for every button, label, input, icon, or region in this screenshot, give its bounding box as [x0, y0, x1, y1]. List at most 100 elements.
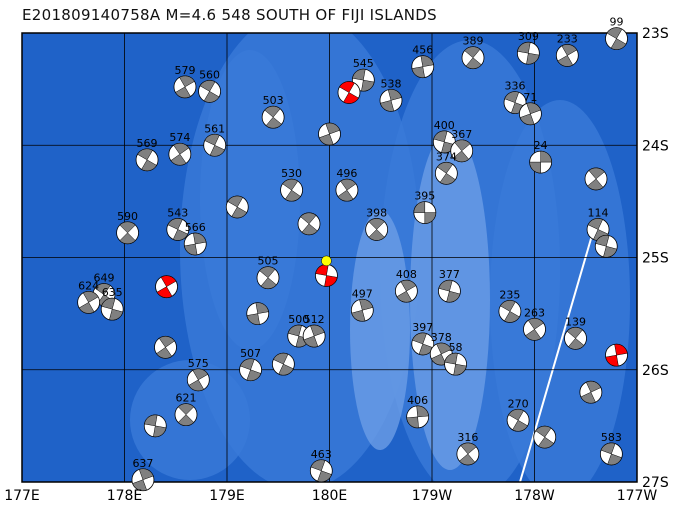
lat-tick-label: 26S — [642, 363, 669, 379]
depth-label: 569 — [137, 137, 158, 150]
focal-mechanism[interactable]: 24 — [529, 139, 553, 174]
lon-tick-label: 179E — [209, 488, 245, 504]
map-title: E201809140758A M=4.6 548 SOUTH OF FIJI I… — [22, 6, 437, 24]
focal-mechanism[interactable]: 139 — [564, 315, 587, 350]
depth-label: 71 — [523, 91, 537, 104]
focal-mechanism[interactable] — [533, 425, 557, 449]
highlighted-focal-mechanism[interactable] — [337, 81, 361, 104]
depth-label: 378 — [431, 331, 452, 344]
focal-mechanism[interactable]: 378 — [429, 331, 453, 366]
depth-label: 367 — [451, 128, 472, 141]
focal-mechanism[interactable] — [225, 195, 249, 219]
lat-tick-label: 23S — [642, 26, 669, 42]
focal-mechanism[interactable]: 505 — [256, 255, 280, 290]
focal-mechanism[interactable]: 574 — [168, 131, 192, 166]
focal-mechanism[interactable]: 114 — [586, 206, 610, 241]
focal-mechanism[interactable]: 400 — [432, 119, 456, 154]
focal-mechanism[interactable]: 463 — [309, 448, 333, 483]
axis-labels: 177E 178E 179E 180E 179W 178W 177W 23S 24S 25S 26S… — [4, 26, 669, 504]
highlighted-focal-mechanism[interactable] — [605, 343, 628, 367]
depth-label: 575 — [188, 357, 209, 370]
lon-tick-label: 177E — [4, 488, 40, 504]
depth-label: 590 — [117, 210, 138, 223]
focal-mechanism[interactable] — [318, 122, 341, 146]
focal-mechanism[interactable]: 395 — [413, 190, 437, 225]
focal-mechanism[interactable] — [584, 167, 608, 191]
depth-label: 566 — [185, 221, 206, 234]
focal-mechanism[interactable]: 624 — [77, 279, 101, 314]
focal-mechanism[interactable]: 235 — [498, 288, 522, 323]
focal-mechanism[interactable]: 635 — [100, 286, 124, 321]
focal-mechanism[interactable]: 579 — [173, 64, 197, 99]
focal-mechanism[interactable]: 377 — [438, 268, 461, 303]
focal-mechanism[interactable]: 530 — [280, 167, 303, 202]
focal-mechanism[interactable]: 233 — [555, 32, 579, 67]
focal-mechanism[interactable] — [246, 302, 270, 326]
focal-mechanism[interactable]: 398 — [365, 206, 389, 241]
focal-mechanism[interactable]: 543 — [166, 206, 190, 241]
depth-label: 114 — [588, 206, 609, 219]
focal-mechanism[interactable]: 538 — [379, 77, 403, 112]
focal-mechanism[interactable]: 270 — [506, 397, 530, 432]
depth-label: 530 — [281, 167, 302, 180]
lon-tick-label: 178W — [514, 488, 555, 504]
focal-mechanism[interactable]: 569 — [135, 137, 159, 172]
focal-mechanism[interactable]: 545 — [351, 57, 375, 92]
depth-label: 560 — [199, 68, 220, 81]
depth-label: 463 — [311, 448, 332, 461]
depth-label: 263 — [524, 306, 545, 319]
focal-mechanism[interactable]: 408 — [394, 268, 418, 303]
depth-label: 398 — [366, 206, 387, 219]
focal-mechanism[interactable]: 374 — [434, 150, 458, 185]
focal-mechanism[interactable]: 560 — [198, 68, 221, 103]
focal-mechanism[interactable]: 397 — [411, 321, 435, 356]
focal-mechanism[interactable]: 497 — [350, 287, 374, 322]
focal-mechanism[interactable] — [271, 352, 295, 376]
focal-mechanism[interactable]: 263 — [523, 306, 546, 341]
focal-mechanism[interactable]: 503 — [261, 94, 285, 129]
depth-label: 374 — [436, 150, 457, 163]
focal-mechanism[interactable]: 58 — [444, 341, 467, 376]
focal-mechanism[interactable]: 621 — [174, 392, 198, 427]
focal-mechanism[interactable]: 561 — [203, 122, 227, 157]
depth-label: 512 — [304, 313, 325, 326]
focal-mechanism[interactable]: 575 — [186, 357, 210, 392]
depth-label: 624 — [78, 279, 99, 292]
focal-mechanism[interactable]: 507 — [239, 347, 262, 382]
focal-mechanism[interactable]: 496 — [335, 167, 359, 202]
depth-label: 389 — [463, 35, 484, 48]
highlighted-focal-mechanism[interactable] — [155, 275, 178, 299]
focal-mechanism[interactable]: 590 — [116, 210, 139, 245]
lat-tick-label: 27S — [642, 475, 669, 491]
depth-label: 505 — [258, 255, 279, 268]
focal-mechanism[interactable]: 71 — [519, 91, 542, 126]
depth-label: 583 — [601, 431, 622, 444]
focal-mechanism[interactable]: 367 — [450, 128, 474, 163]
focal-mechanism[interactable]: 566 — [183, 221, 207, 256]
focal-mechanism[interactable] — [594, 234, 618, 258]
depth-label: 316 — [457, 431, 478, 444]
highlighted-focal-mechanism[interactable] — [315, 264, 338, 287]
focal-mechanism[interactable] — [297, 212, 321, 236]
focal-mechanism[interactable]: 99 — [605, 16, 628, 51]
depth-label: 561 — [204, 122, 225, 135]
focal-mechanism[interactable]: 336 — [503, 80, 527, 114]
focal-mechanism[interactable] — [143, 414, 167, 438]
focal-mechanism[interactable] — [154, 335, 177, 359]
depth-label: 270 — [508, 397, 529, 410]
trench-line — [519, 224, 596, 482]
focal-mechanism[interactable]: 583 — [599, 431, 623, 466]
focal-mechanism[interactable] — [579, 380, 603, 404]
depth-label: 496 — [336, 167, 357, 180]
focal-mechanism[interactable]: 309 — [516, 30, 540, 65]
focal-mechanism[interactable]: 512 — [302, 313, 326, 348]
depth-label: 235 — [499, 288, 520, 301]
lon-tick-label: 180E — [312, 488, 348, 504]
focal-mechanism[interactable]: 637 — [131, 457, 155, 492]
focal-mechanism[interactable]: 456 — [411, 44, 435, 79]
map-frame — [21, 32, 638, 483]
focal-mechanism[interactable]: 406 — [406, 394, 430, 429]
focal-mechanism[interactable]: 389 — [461, 35, 485, 70]
focal-mechanism[interactable]: 316 — [456, 431, 480, 466]
